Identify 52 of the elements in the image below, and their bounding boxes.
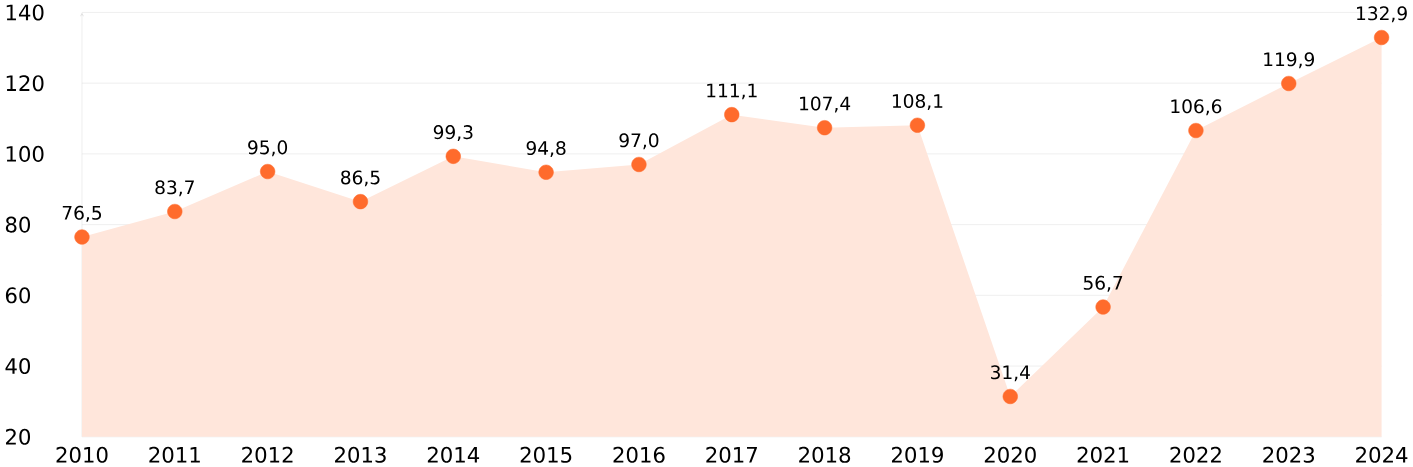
x-tick-label: 2020 [984,446,1036,463]
point [167,203,183,219]
x-tick-label: 2015 [520,446,572,463]
point [1281,75,1297,91]
data-label: 107,4 [800,96,851,113]
x-tick-label: 2018 [799,446,851,463]
x-tick-label: 2021 [1077,446,1129,463]
point [260,163,276,179]
y-tick-label: 140 [6,4,44,21]
x-tick-label: 2010 [56,446,108,463]
x-tick-label: 2024 [1356,446,1408,463]
point [352,193,369,210]
data-label: 95,0 [248,140,288,157]
data-label: 111,1 [707,83,757,100]
x-tick-label: 2019 [891,446,943,463]
data-label: 86,5 [341,170,380,187]
point [1188,122,1204,138]
x-tick-label: 2017 [706,446,757,463]
data-label: 119,9 [1264,52,1314,69]
x-tick-label: 2012 [242,446,293,463]
point [74,229,90,245]
point [1374,29,1390,45]
y-tick-label: 20 [6,428,31,445]
x-tick-label: 2014 [427,446,480,463]
x-tick-label: 2016 [613,446,665,463]
data-label: 31,4 [991,365,1030,382]
data-label: 56,7 [1083,275,1123,292]
x-tick-label: 2023 [1263,446,1315,463]
point [724,106,740,123]
point [1095,299,1111,315]
data-label: 83,7 [155,180,194,197]
point [631,156,647,172]
data-label: 106,6 [1171,99,1222,116]
point [538,164,554,180]
x-tick-label: 2013 [335,446,386,463]
y-tick-label: 60 [5,287,31,304]
x-tick-label: 2022 [1170,446,1221,463]
data-label: 99,3 [433,125,473,141]
point [1002,388,1018,404]
data-label: 94,8 [526,140,566,157]
data-label: 97,0 [619,133,659,150]
data-label: 132,9 [1357,6,1407,23]
data-label: 108,1 [892,93,943,110]
y-tick-label: 80 [5,216,31,233]
point [817,120,833,136]
data-label: 76,5 [62,205,102,222]
y-tick-label: 40 [5,357,31,374]
point [445,148,461,164]
y-tick-label: 100 [6,145,44,162]
x-tick-label: 2011 [149,446,200,463]
point [909,117,925,133]
y-tick-label: 120 [6,75,44,92]
